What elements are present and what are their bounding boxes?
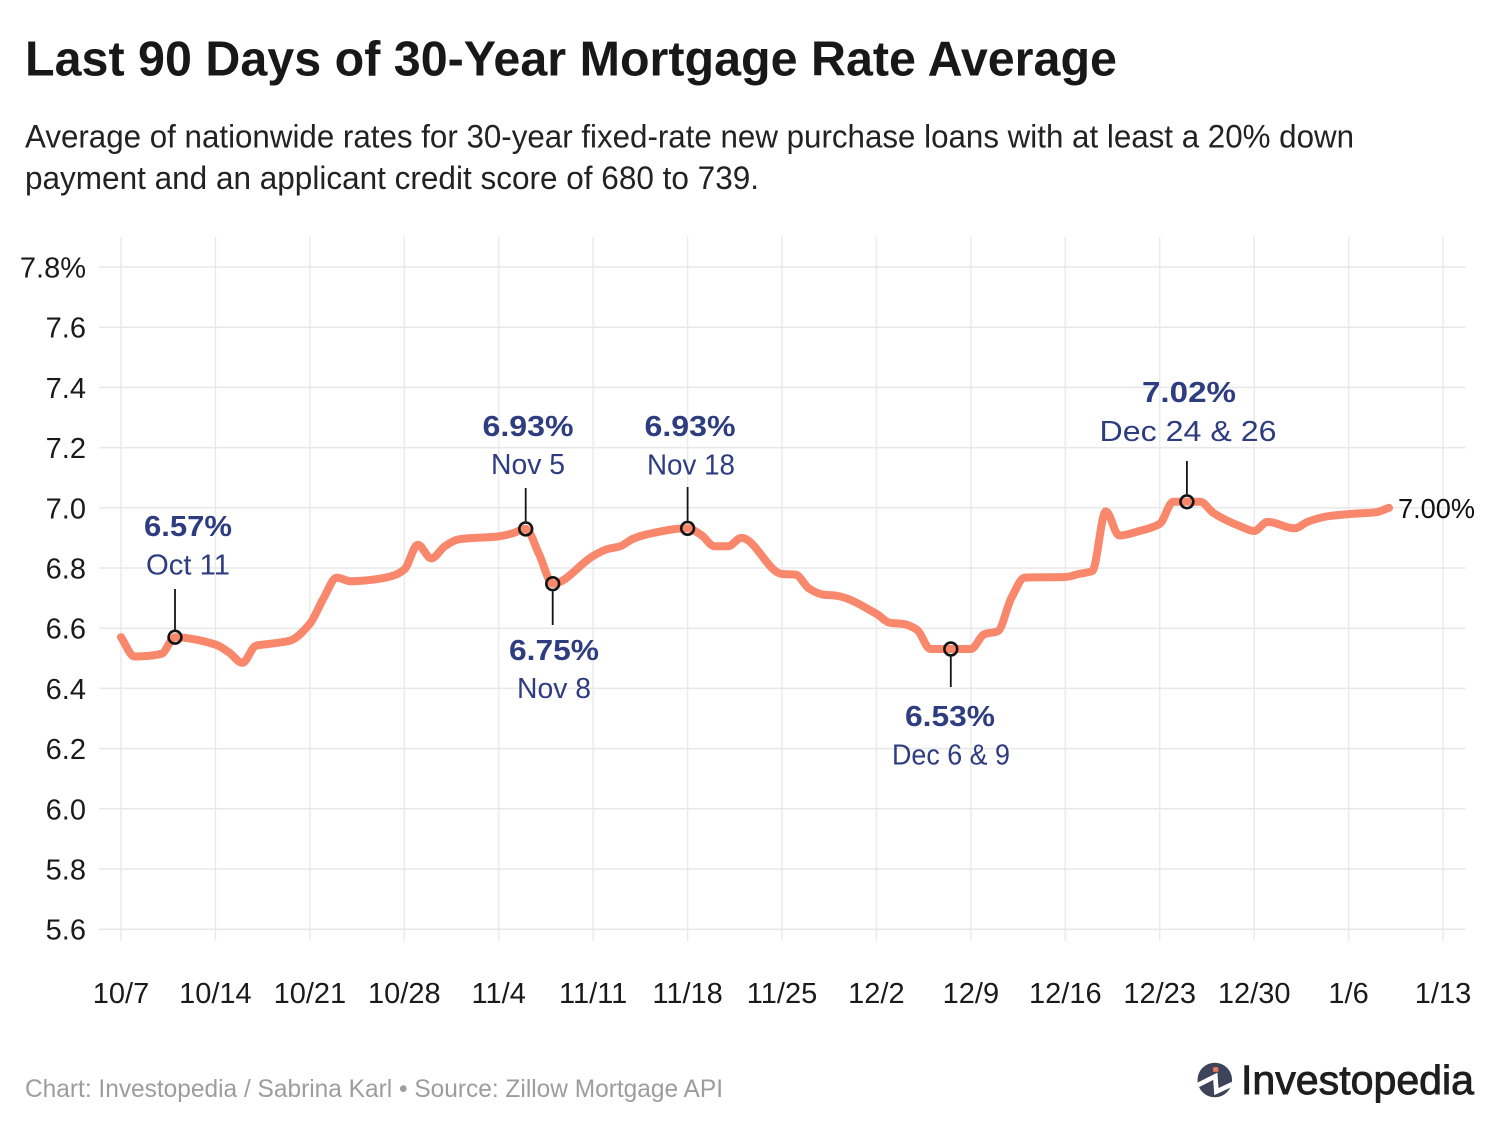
svg-text:7.02%: 7.02% xyxy=(1142,377,1236,409)
svg-text:10/14: 10/14 xyxy=(179,978,252,1010)
svg-text:Oct 11: Oct 11 xyxy=(146,550,230,582)
svg-text:5.6: 5.6 xyxy=(46,915,86,947)
svg-text:10/7: 10/7 xyxy=(93,978,149,1010)
svg-text:11/4: 11/4 xyxy=(472,978,526,1010)
svg-text:payment and an applicant credi: payment and an applicant credit score of… xyxy=(25,160,759,196)
svg-text:11/25: 11/25 xyxy=(747,978,817,1010)
svg-text:Nov 18: Nov 18 xyxy=(647,450,735,482)
svg-text:6.0: 6.0 xyxy=(46,794,86,826)
svg-text:7.2: 7.2 xyxy=(46,433,86,465)
svg-text:Dec 6 & 9: Dec 6 & 9 xyxy=(892,740,1010,772)
svg-text:12/9: 12/9 xyxy=(943,978,999,1010)
svg-text:6.6: 6.6 xyxy=(46,614,86,646)
svg-text:Last 90 Days of 30-Year Mortga: Last 90 Days of 30-Year Mortgage Rate Av… xyxy=(25,33,1117,87)
svg-text:6.57%: 6.57% xyxy=(144,511,232,543)
svg-text:10/21: 10/21 xyxy=(274,978,347,1010)
svg-text:1/6: 1/6 xyxy=(1328,978,1368,1010)
svg-text:12/23: 12/23 xyxy=(1123,978,1196,1010)
svg-text:Average of nationwide rates fo: Average of nationwide rates for 30-year … xyxy=(25,119,1354,155)
svg-text:7.6: 7.6 xyxy=(46,313,86,345)
svg-text:6.2: 6.2 xyxy=(46,734,86,766)
svg-text:Chart: Investopedia / Sabrina: Chart: Investopedia / Sabrina Karl • Sou… xyxy=(25,1075,723,1103)
svg-text:11/11: 11/11 xyxy=(559,978,627,1010)
svg-text:11/18: 11/18 xyxy=(652,978,722,1010)
svg-text:6.53%: 6.53% xyxy=(905,701,995,733)
svg-text:5.8: 5.8 xyxy=(46,855,86,887)
svg-text:7.0: 7.0 xyxy=(46,493,86,525)
svg-text:10/28: 10/28 xyxy=(368,978,441,1010)
svg-text:12/2: 12/2 xyxy=(848,978,904,1010)
svg-text:6.93%: 6.93% xyxy=(483,411,574,443)
svg-text:7.8%: 7.8% xyxy=(20,253,86,285)
svg-text:Dec 24 & 26: Dec 24 & 26 xyxy=(1100,416,1277,448)
svg-text:Nov 5: Nov 5 xyxy=(491,449,565,481)
svg-text:6.93%: 6.93% xyxy=(645,411,736,443)
svg-text:12/30: 12/30 xyxy=(1218,978,1291,1010)
svg-text:Investopedia: Investopedia xyxy=(1241,1057,1474,1103)
svg-text:1/13: 1/13 xyxy=(1415,978,1471,1010)
svg-text:12/16: 12/16 xyxy=(1029,978,1102,1010)
svg-text:7.4: 7.4 xyxy=(46,373,86,405)
svg-text:Nov 8: Nov 8 xyxy=(517,673,591,705)
svg-text:6.8: 6.8 xyxy=(46,554,86,586)
svg-text:6.75%: 6.75% xyxy=(509,635,599,667)
svg-text:7.00%: 7.00% xyxy=(1398,493,1475,524)
svg-text:6.4: 6.4 xyxy=(46,674,86,706)
